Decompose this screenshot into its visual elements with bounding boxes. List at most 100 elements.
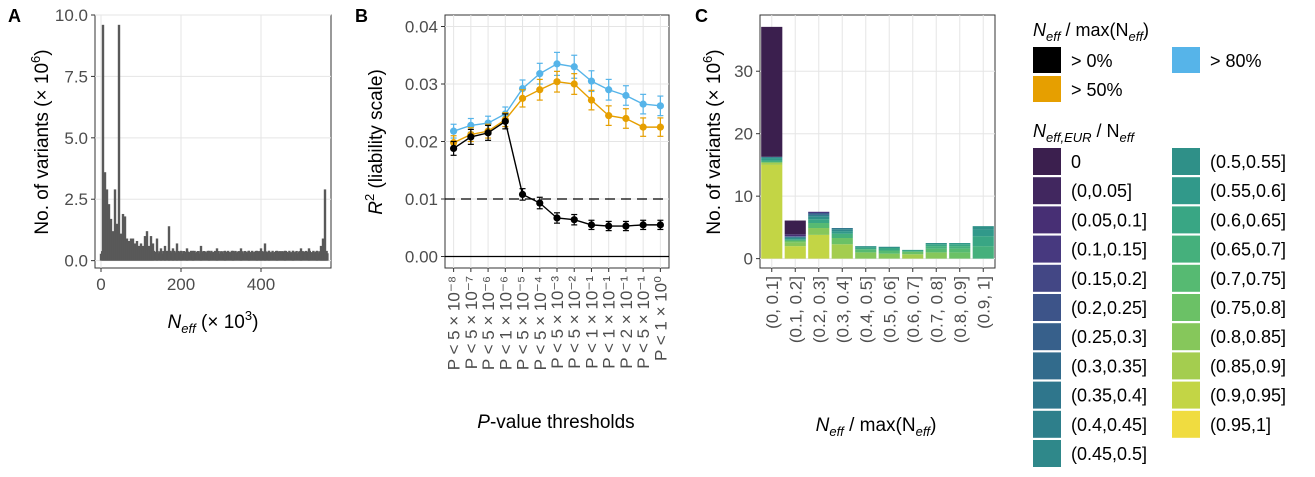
histogram-bar bbox=[117, 24, 121, 261]
stacked-bar-segment bbox=[925, 252, 947, 259]
y-tick-label: 20 bbox=[734, 125, 753, 144]
histogram-bar bbox=[283, 250, 287, 261]
x-tick-label: P < 1 × 10⁰ bbox=[651, 276, 670, 361]
x-tick-label: P < 5 × 10⁻⁷ bbox=[462, 276, 481, 369]
histogram-bar bbox=[147, 245, 151, 261]
x-tick-label: P < 1 × 10⁻⁶ bbox=[496, 276, 515, 370]
legend1-swatch bbox=[1172, 47, 1200, 73]
y-tick-label: 0.04 bbox=[405, 18, 438, 37]
histogram-bar bbox=[315, 250, 319, 261]
legend2-swatch bbox=[1033, 235, 1061, 263]
stacked-bar-segment bbox=[925, 246, 947, 249]
x-tick-label: (0.5, 0.6] bbox=[880, 276, 899, 343]
stacked-bar-segment bbox=[972, 226, 994, 230]
stacked-bar-segment bbox=[808, 223, 830, 229]
stacked-bar-segment bbox=[831, 244, 853, 259]
stacked-bar-segment bbox=[784, 246, 806, 259]
stacked-bar-segment bbox=[878, 246, 900, 249]
histogram-bar bbox=[307, 248, 311, 261]
histogram-bar bbox=[181, 253, 184, 261]
stacked-bar-segment bbox=[925, 243, 947, 245]
histogram-bar bbox=[101, 24, 105, 261]
legend2-swatch bbox=[1033, 177, 1061, 205]
stacked-bar-segment bbox=[855, 252, 877, 259]
legend2-label: (0.35,0.4] bbox=[1071, 386, 1147, 406]
stacked-bar-segment bbox=[808, 234, 830, 259]
legend2-swatch bbox=[1172, 381, 1200, 409]
data-point bbox=[536, 70, 544, 78]
stacked-bar-segment bbox=[831, 228, 853, 230]
legend2-swatch bbox=[1033, 440, 1061, 467]
stacked-bar-segment bbox=[902, 250, 924, 252]
panel-a-histogram: 0.0 2.5 5.0 7.5 10.0 0 200 400 No. of variants… bbox=[28, 6, 332, 336]
stacked-bar-segment bbox=[925, 248, 947, 253]
data-point bbox=[587, 96, 596, 104]
y-tick-label: 0 bbox=[744, 250, 753, 269]
histogram-bar bbox=[235, 253, 238, 261]
stacked-bar-segment bbox=[902, 251, 924, 255]
histogram-bar bbox=[127, 240, 131, 261]
histogram-bar bbox=[265, 251, 268, 261]
legend2-label: (0.3,0.35] bbox=[1071, 356, 1147, 376]
stacked-bar-segment bbox=[902, 249, 924, 251]
legend2-label: (0.45,0.5] bbox=[1071, 444, 1147, 464]
data-point bbox=[501, 117, 509, 125]
histogram-bar bbox=[223, 250, 227, 261]
histogram-bar bbox=[299, 248, 303, 261]
legend2-label: (0.55,0.6] bbox=[1210, 181, 1286, 201]
data-point bbox=[484, 129, 492, 137]
legend2-label: (0.8,0.85] bbox=[1210, 327, 1286, 347]
x-tick-label: P < 5 × 10⁻⁵ bbox=[514, 276, 533, 370]
data-point bbox=[622, 114, 630, 123]
histogram-bar bbox=[155, 238, 159, 261]
histogram-bar bbox=[119, 233, 123, 261]
legend2-swatch bbox=[1172, 177, 1200, 205]
histogram-bar bbox=[169, 250, 172, 261]
data-point bbox=[553, 214, 561, 222]
legend1-items: > 0% > 50% > 80% bbox=[1033, 47, 1262, 102]
stacked-bar-segment bbox=[831, 238, 853, 245]
data-point bbox=[622, 91, 630, 100]
x-tick-label: P < 5 × 10⁻⁸ bbox=[445, 276, 464, 370]
histogram-bar bbox=[107, 204, 111, 261]
histogram-bar bbox=[145, 231, 149, 261]
panel-b-x-ticks: P < 5 × 10⁻⁸P < 5 × 10⁻⁷P < 5 × 10⁻⁶P < … bbox=[445, 268, 670, 370]
data-point bbox=[518, 85, 527, 93]
histogram-bar bbox=[121, 213, 125, 261]
data-point bbox=[450, 144, 458, 152]
histogram-bar bbox=[321, 238, 325, 261]
histogram-bar bbox=[193, 250, 196, 261]
legend2-swatch bbox=[1033, 148, 1061, 175]
stacked-bar-segment bbox=[808, 211, 830, 214]
data-point bbox=[639, 123, 647, 131]
data-point bbox=[622, 222, 630, 230]
histogram-bar bbox=[207, 250, 211, 261]
data-point bbox=[587, 221, 596, 229]
legend1-title: Neff / max(Neff) bbox=[1033, 20, 1149, 44]
data-point bbox=[570, 216, 578, 224]
histogram-bar bbox=[137, 245, 141, 261]
panel-c-y-ticks: 0 10 20 30 bbox=[734, 62, 760, 269]
x-tick-label: P < 5 × 10⁻⁶ bbox=[479, 276, 498, 370]
data-point bbox=[518, 94, 527, 102]
histogram-bar bbox=[175, 243, 179, 261]
legend2-label: (0.9,0.95] bbox=[1210, 386, 1286, 406]
x-tick-label: 400 bbox=[247, 275, 275, 294]
histogram-bar bbox=[157, 253, 160, 261]
histogram-bar bbox=[215, 248, 219, 261]
panel-b-y-axis-title: R2 (liability scale) bbox=[362, 69, 387, 215]
histogram-bar bbox=[163, 245, 167, 261]
histogram-bar bbox=[211, 252, 214, 261]
y-tick-label: 10 bbox=[734, 187, 753, 206]
y-tick-label: 10.0 bbox=[55, 6, 88, 25]
panel-label-a: A bbox=[8, 6, 21, 26]
stacked-bar-segment bbox=[855, 247, 877, 250]
stacked-bar-segment bbox=[949, 246, 971, 249]
legend2-swatch bbox=[1172, 206, 1200, 234]
stacked-bar-segment bbox=[925, 244, 947, 247]
x-tick-label: P < 5 × 10⁻³ bbox=[548, 276, 567, 369]
y-tick-label: 0.01 bbox=[405, 190, 438, 209]
stacked-bar-segment bbox=[949, 248, 971, 253]
data-point bbox=[639, 100, 647, 108]
histogram-bar bbox=[229, 252, 232, 261]
